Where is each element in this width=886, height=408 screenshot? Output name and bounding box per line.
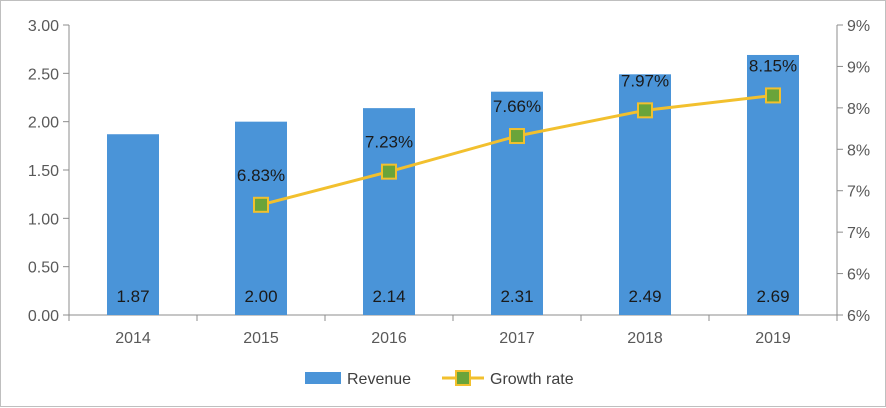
- right-axis-tick-label: 9%: [847, 59, 870, 76]
- left-axis-tick-label: 0.00: [28, 308, 59, 325]
- growth-rate-marker: [253, 196, 269, 213]
- revenue-bar: [107, 134, 159, 315]
- growth-rate-data-label: 7.97%: [621, 71, 669, 90]
- revenue-bar: [235, 121, 287, 316]
- left-axis-tick-label: 2.00: [28, 115, 59, 132]
- x-axis-tick-label: 2017: [499, 330, 535, 347]
- x-axis-tick-label: 2015: [243, 330, 279, 347]
- growth-rate-data-label: 6.83%: [237, 166, 285, 185]
- revenue-data-label: 1.87: [116, 287, 149, 306]
- right-axis-tick-label: 6%: [847, 308, 870, 325]
- legend-growth-marker: [455, 370, 471, 386]
- growth-rate-marker: [381, 163, 397, 180]
- revenue-data-label: 2.49: [628, 287, 661, 306]
- growth-rate-data-label: 8.15%: [749, 56, 797, 75]
- revenue-bar: [363, 108, 415, 315]
- right-axis-tick-label: 9%: [847, 18, 870, 35]
- legend: Revenue Growth rate: [305, 370, 574, 388]
- right-axis-tick-label: 7%: [847, 225, 870, 242]
- x-axis-tick-label: 2014: [115, 330, 151, 347]
- revenue-data-label: 2.14: [372, 287, 405, 306]
- revenue-bar: [491, 91, 543, 315]
- legend-revenue-swatch: [305, 372, 341, 384]
- right-axis-tick-label: 8%: [847, 101, 870, 118]
- left-axis-tick-label: 1.50: [28, 163, 59, 180]
- revenue-data-label: 2.31: [500, 287, 533, 306]
- axes: 0.00 0.50 1.00 1.50 2.00 2.50 3.00 6% 6% 7% 7% 8% 8%…: [28, 18, 870, 347]
- growth-rate-data-label: 7.23%: [365, 133, 413, 152]
- left-axis-tick-label: 3.00: [28, 18, 59, 35]
- left-axis-tick-label: 1.00: [28, 211, 59, 228]
- legend-growth-label: Growth rate: [490, 371, 574, 388]
- right-axis-tick-label: 7%: [847, 184, 870, 201]
- legend-revenue-label: Revenue: [347, 371, 411, 388]
- revenue-data-label: 2.69: [756, 287, 789, 306]
- left-axis-tick-label: 2.50: [28, 66, 59, 83]
- x-axis-tick-label: 2016: [371, 330, 407, 347]
- growth-rate-data-labels: 6.83% 7.23% 7.66% 7.97% 8.15%: [237, 56, 797, 184]
- growth-rate-marker: [765, 87, 781, 104]
- revenue-bars: [107, 54, 799, 316]
- right-axis-tick-label: 6%: [847, 267, 870, 284]
- growth-rate-line: [253, 87, 781, 213]
- growth-rate-marker: [637, 102, 653, 119]
- x-axis-tick-label: 2018: [627, 330, 663, 347]
- x-axis-tick-label: 2019: [755, 330, 791, 347]
- right-axis-tick-label: 8%: [847, 142, 870, 159]
- growth-rate-marker: [509, 128, 525, 145]
- revenue-data-labels: 1.87 2.00 2.14 2.31 2.49 2.69: [116, 287, 789, 306]
- growth-rate-data-label: 7.66%: [493, 97, 541, 116]
- revenue-data-label: 2.00: [244, 287, 277, 306]
- left-axis-tick-label: 0.50: [28, 260, 59, 277]
